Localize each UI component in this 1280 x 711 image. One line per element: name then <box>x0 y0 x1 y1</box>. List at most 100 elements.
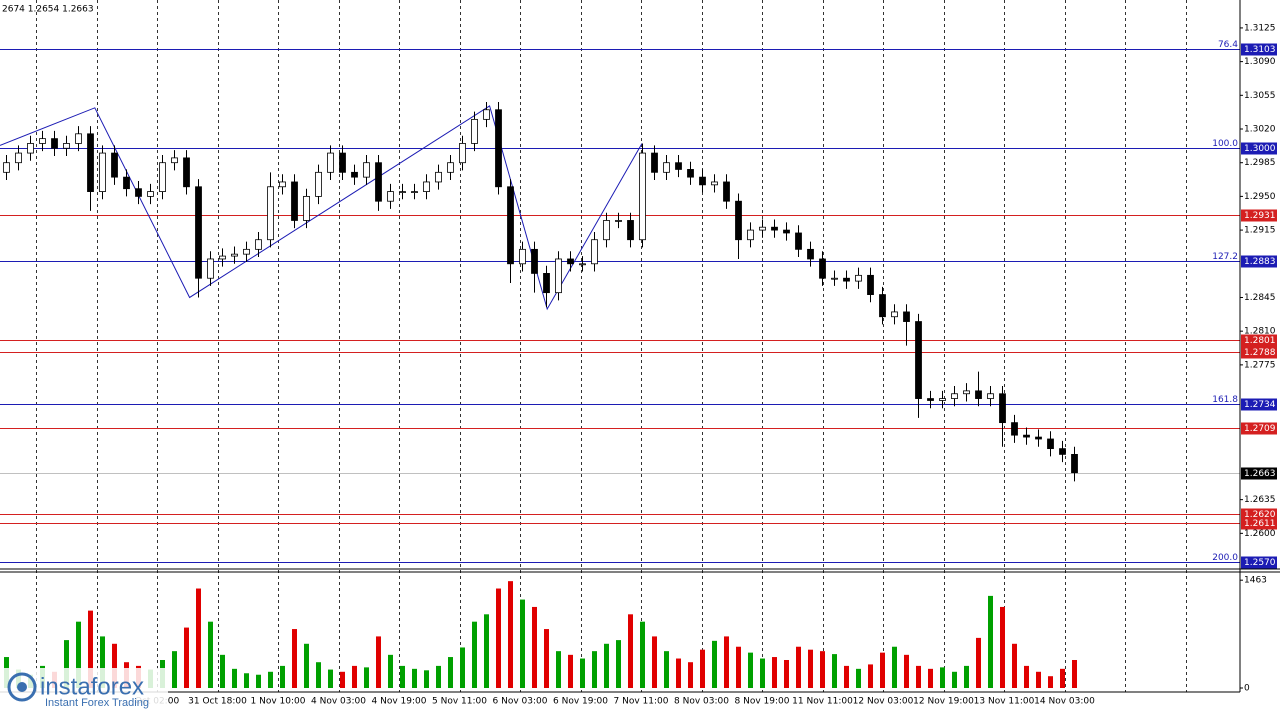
volume-bar <box>760 658 765 688</box>
candle-body <box>507 186 514 265</box>
x-tick-label: 8 Nov 03:00 <box>674 697 729 707</box>
candle-body <box>759 226 766 231</box>
volume-bar <box>712 640 717 688</box>
candle-body <box>867 274 874 295</box>
brand-logo: instaforex Instant Forex Trading <box>0 668 168 711</box>
candle-body <box>603 220 610 241</box>
volume-bar <box>112 643 117 688</box>
candle-body <box>447 162 454 173</box>
level-price-label: 1.2801 <box>1244 336 1276 346</box>
volume-bar <box>592 651 597 688</box>
axes: 1.3125 1.3090 1.3055 1.3020 1.2985 1.2950 1.29… <box>135 23 1277 707</box>
level-price-box <box>1241 142 1277 155</box>
level-price-box <box>1241 556 1277 569</box>
candle-body <box>147 191 154 197</box>
candle-body <box>327 152 334 173</box>
candle-body <box>843 277 850 282</box>
volume-bar <box>556 651 561 688</box>
candle-body <box>183 157 190 188</box>
candle-body <box>387 191 394 202</box>
candle-body <box>627 220 634 241</box>
volume-bar <box>1012 643 1017 688</box>
level-price-label: 1.2709 <box>1244 424 1276 434</box>
x-tick-label: 8 Nov 19:00 <box>735 697 790 707</box>
volume-bar <box>508 581 513 688</box>
level-price-label: 1.2620 <box>1244 510 1276 520</box>
volume-bar <box>568 654 573 688</box>
candle-body <box>663 162 670 173</box>
volume-bar <box>208 621 213 688</box>
candle-body <box>519 248 526 265</box>
levels: 76.4 100.0 127.2 161.8 200.0 <box>0 40 1240 563</box>
volume-bar <box>1036 671 1041 688</box>
candle-body <box>567 258 574 265</box>
candle-body <box>351 171 358 178</box>
x-tick-label: 6 Nov 19:00 <box>553 697 608 707</box>
volume-bar <box>1060 668 1065 688</box>
volume-bar <box>352 665 357 688</box>
candle-body <box>735 200 742 241</box>
volume-bar <box>220 654 225 688</box>
level-price-box <box>1241 43 1277 56</box>
level-price-label: 1.3000 <box>1244 144 1276 154</box>
volume-bar <box>520 599 525 688</box>
candle-body <box>951 393 958 399</box>
candle-body <box>927 398 934 401</box>
candle-body <box>639 152 646 241</box>
candle-body <box>831 277 838 280</box>
candle-body <box>27 143 34 154</box>
volume-bar <box>856 668 861 688</box>
candle-body <box>747 229 754 241</box>
volume-bar <box>616 640 621 688</box>
candle-body <box>711 181 718 186</box>
volume-bar <box>964 665 969 688</box>
volume-bar <box>76 621 81 688</box>
volume-bar <box>64 640 69 688</box>
candle-body <box>591 239 598 265</box>
level-price-box <box>1241 467 1277 480</box>
volume-bar <box>676 658 681 688</box>
candle-body <box>1023 434 1030 438</box>
volume-bar <box>88 610 93 688</box>
y-tick-label: 1.2950 <box>1244 192 1276 202</box>
x-tick-label: 4 Nov 19:00 <box>372 697 427 707</box>
volume-bar <box>808 649 813 688</box>
volume-bar <box>724 636 729 688</box>
candle-body <box>1011 422 1018 436</box>
x-tick-label: 13 Nov 11:00 <box>974 697 1035 707</box>
volume-bar <box>304 643 309 688</box>
grid <box>36 0 1187 692</box>
candle-body <box>111 152 118 178</box>
level-price-label: 1.2883 <box>1244 257 1276 267</box>
candle-body <box>615 220 622 222</box>
candle-body <box>243 248 250 255</box>
candle-body <box>267 186 274 241</box>
candle-body <box>231 253 238 257</box>
zigzag-line <box>0 105 643 311</box>
candle-body <box>879 294 886 318</box>
fib-label: 76.4 <box>1218 40 1238 50</box>
candle-body <box>855 274 862 282</box>
fib-label: 161.8 <box>1212 395 1238 405</box>
volume-bar <box>652 636 657 688</box>
candle-body <box>1059 448 1066 455</box>
candle-body <box>15 152 22 164</box>
candle-body <box>435 171 442 183</box>
volume-bar <box>772 657 777 688</box>
volume-bar <box>904 654 909 688</box>
candle-body <box>783 229 790 234</box>
x-tick-label: 31 Oct 18:00 <box>188 697 247 707</box>
candle-body <box>123 176 130 190</box>
candle-body <box>75 133 82 144</box>
candle-body <box>699 176 706 186</box>
volume-bar <box>172 651 177 688</box>
level-price-box <box>1241 398 1277 411</box>
level-price-box <box>1241 517 1277 530</box>
y-tick-label: 1.2985 <box>1244 158 1276 168</box>
candle-body <box>279 181 286 188</box>
level-price-box <box>1241 255 1277 268</box>
y-tick-label: 1.2635 <box>1244 495 1276 505</box>
volume-bar <box>436 665 441 688</box>
volume-bar <box>376 636 381 688</box>
